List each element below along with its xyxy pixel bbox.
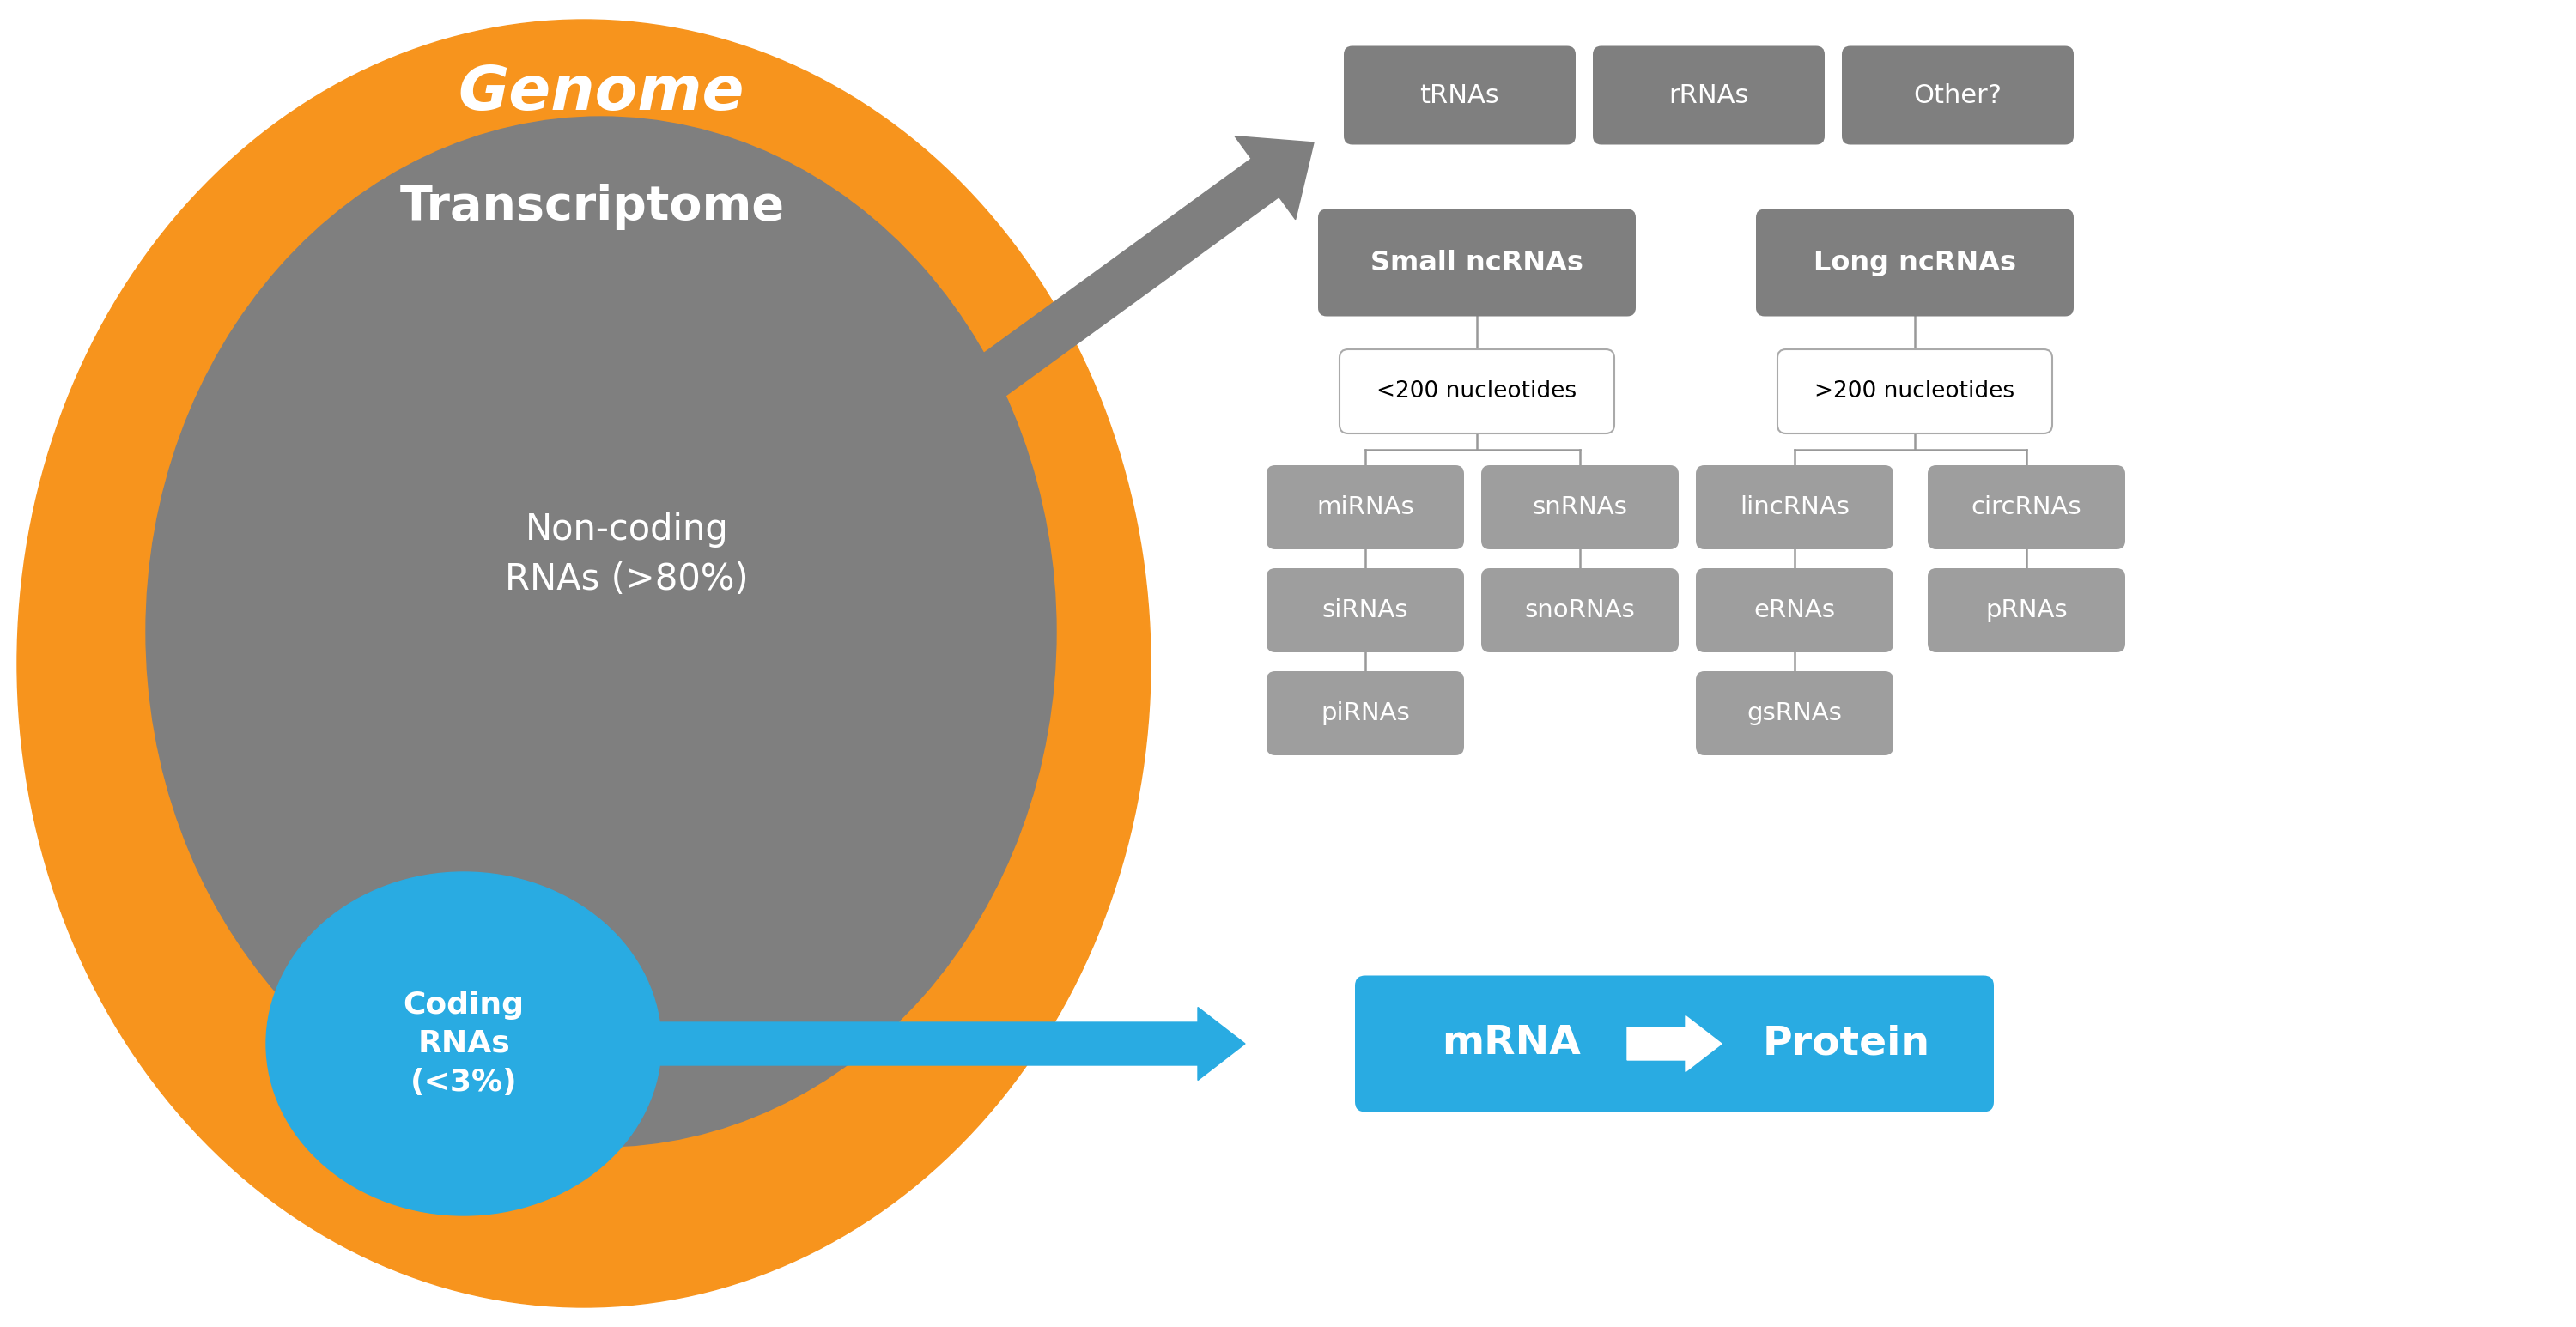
FancyBboxPatch shape — [1345, 46, 1577, 145]
Text: Transcriptome: Transcriptome — [399, 183, 786, 230]
FancyArrow shape — [1628, 1016, 1721, 1072]
FancyBboxPatch shape — [1842, 46, 2074, 145]
Text: mRNA: mRNA — [1443, 1024, 1582, 1063]
Text: miRNAs: miRNAs — [1316, 495, 1414, 519]
FancyBboxPatch shape — [1695, 568, 1893, 653]
Text: Small ncRNAs: Small ncRNAs — [1370, 249, 1584, 276]
Text: circRNAs: circRNAs — [1971, 495, 2081, 519]
Text: Genome: Genome — [459, 64, 744, 122]
Text: tRNAs: tRNAs — [1419, 82, 1499, 107]
FancyBboxPatch shape — [1695, 671, 1893, 755]
Ellipse shape — [265, 872, 662, 1216]
FancyBboxPatch shape — [1267, 568, 1463, 653]
FancyBboxPatch shape — [1777, 349, 2053, 434]
Text: >200 nucleotides: >200 nucleotides — [1814, 381, 2014, 402]
Ellipse shape — [18, 20, 1151, 1307]
FancyBboxPatch shape — [1267, 671, 1463, 755]
Text: pRNAs: pRNAs — [1986, 598, 2069, 622]
Text: Other?: Other? — [1914, 82, 2002, 107]
FancyBboxPatch shape — [1592, 46, 1824, 145]
Text: Non-coding
RNAs (>80%): Non-coding RNAs (>80%) — [505, 511, 750, 597]
FancyArrow shape — [827, 137, 1314, 504]
FancyBboxPatch shape — [1340, 349, 1615, 434]
Text: snRNAs: snRNAs — [1533, 495, 1628, 519]
Text: Coding
RNAs
(<3%): Coding RNAs (<3%) — [404, 991, 526, 1097]
FancyBboxPatch shape — [1481, 466, 1680, 549]
FancyArrow shape — [652, 1007, 1244, 1080]
Text: eRNAs: eRNAs — [1754, 598, 1834, 622]
FancyBboxPatch shape — [1757, 210, 2074, 316]
FancyBboxPatch shape — [1695, 466, 1893, 549]
Text: lincRNAs: lincRNAs — [1739, 495, 1850, 519]
Text: Long ncRNAs: Long ncRNAs — [1814, 249, 2017, 276]
Text: snoRNAs: snoRNAs — [1525, 598, 1636, 622]
Text: Protein: Protein — [1762, 1024, 1929, 1063]
Text: siRNAs: siRNAs — [1321, 598, 1409, 622]
Text: gsRNAs: gsRNAs — [1747, 701, 1842, 726]
FancyBboxPatch shape — [1481, 568, 1680, 653]
FancyBboxPatch shape — [1267, 466, 1463, 549]
FancyBboxPatch shape — [1927, 466, 2125, 549]
FancyBboxPatch shape — [1927, 568, 2125, 653]
FancyBboxPatch shape — [1319, 210, 1636, 316]
Ellipse shape — [147, 117, 1056, 1147]
Text: piRNAs: piRNAs — [1321, 701, 1409, 726]
FancyBboxPatch shape — [1355, 975, 1994, 1112]
Text: <200 nucleotides: <200 nucleotides — [1376, 381, 1577, 402]
Text: rRNAs: rRNAs — [1669, 82, 1749, 107]
